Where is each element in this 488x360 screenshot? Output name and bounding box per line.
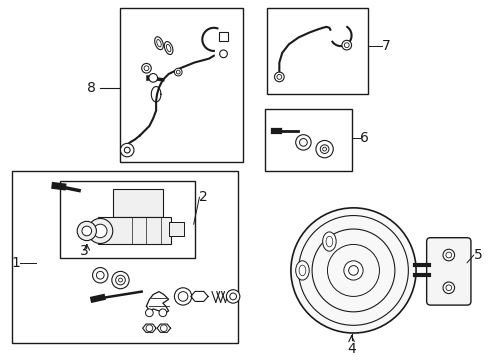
Bar [60,181,194,258]
Circle shape [178,292,187,301]
Circle shape [176,70,180,74]
Text: 3: 3 [80,244,88,258]
Bar [218,32,228,41]
Circle shape [442,282,454,293]
Bar [113,189,163,217]
Text: 2: 2 [199,190,208,204]
Ellipse shape [325,236,332,247]
Circle shape [96,271,104,279]
Circle shape [295,135,310,150]
Circle shape [145,309,153,317]
Circle shape [344,43,348,48]
Circle shape [274,72,284,82]
Ellipse shape [322,232,335,251]
Circle shape [445,285,451,291]
Circle shape [315,140,333,158]
Bar [266,8,367,94]
Circle shape [174,288,191,305]
Circle shape [148,73,157,82]
Ellipse shape [166,44,170,52]
Circle shape [77,221,96,240]
Text: 7: 7 [382,39,390,53]
Circle shape [343,261,363,280]
Bar [120,8,242,162]
Circle shape [160,325,167,332]
Circle shape [92,267,108,283]
Circle shape [124,147,130,153]
Circle shape [299,139,306,146]
Circle shape [341,40,351,50]
Circle shape [112,271,129,289]
Circle shape [219,50,227,58]
Circle shape [290,208,415,333]
Circle shape [93,224,107,238]
Bar [12,171,238,343]
Circle shape [348,266,358,275]
Bar [168,222,183,236]
Polygon shape [157,324,170,332]
Ellipse shape [154,37,163,50]
Polygon shape [142,324,156,332]
Circle shape [320,145,328,153]
Circle shape [82,226,91,236]
Ellipse shape [157,40,161,47]
Circle shape [442,249,454,261]
Circle shape [226,290,240,303]
Text: 1: 1 [12,256,20,270]
Circle shape [120,143,134,157]
FancyBboxPatch shape [426,238,470,305]
Ellipse shape [295,261,308,280]
Circle shape [146,325,152,332]
Text: 4: 4 [346,342,355,356]
Circle shape [87,219,113,243]
Circle shape [322,147,326,151]
Circle shape [159,309,166,317]
Text: 8: 8 [87,81,96,95]
Text: 6: 6 [360,131,368,145]
Circle shape [445,252,451,258]
Circle shape [229,293,236,300]
Text: 5: 5 [473,248,482,262]
Circle shape [144,66,148,71]
Bar [98,217,170,244]
Circle shape [118,278,122,282]
Ellipse shape [164,41,173,54]
Circle shape [116,275,125,285]
Circle shape [142,63,151,73]
Circle shape [174,68,182,76]
Circle shape [276,75,281,79]
Ellipse shape [299,265,305,276]
Bar [264,109,351,171]
